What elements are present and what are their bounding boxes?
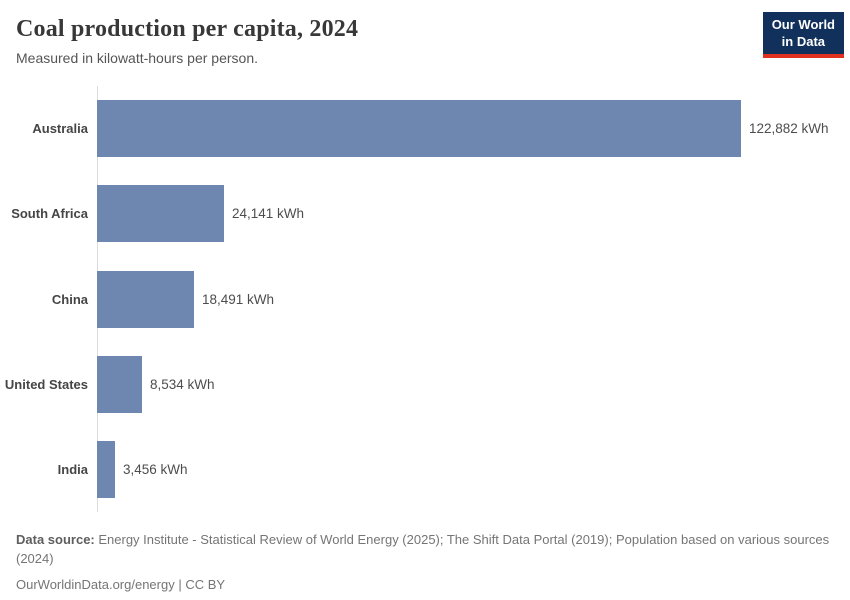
bar-row-australia: Australia 122,882 kWh [0, 86, 850, 171]
bar-row-india: India 3,456 kWh [0, 427, 850, 512]
bar-track-south-africa: 24,141 kWh [97, 185, 850, 243]
chart-subtitle: Measured in kilowatt-hours per person. [16, 50, 259, 66]
owid-logo[interactable]: Our World in Data [762, 12, 844, 58]
bar-india[interactable] [97, 440, 115, 498]
value-label-india: 3,456 kWh [123, 461, 188, 477]
bar-row-china: China 18,491 kWh [0, 256, 850, 341]
bar-rows: Australia 122,882 kWh South Africa 24,141 k… [0, 86, 850, 512]
value-label-south-africa: 24,141 kWh [232, 206, 305, 222]
entity-label-india[interactable]: India [57, 461, 88, 477]
page-title: Coal production per capita, 2024 [16, 16, 359, 42]
bar-chart: Australia 122,882 kWh South Africa 24,141 k… [0, 86, 850, 512]
value-label-australia: 122,882 kWh [749, 121, 829, 137]
entity-label-china[interactable]: China [51, 291, 88, 307]
bar-united-states[interactable] [97, 355, 142, 413]
bar-china[interactable] [97, 270, 194, 328]
owid-url-license[interactable]: OurWorldinData.org/energy | CC BY [16, 576, 226, 592]
chart-header: Coal production per capita, 2024 Measure… [0, 0, 850, 66]
owid-logo-line1: Our World [771, 17, 835, 32]
bar-track-china: 18,491 kWh [97, 270, 850, 328]
bar-track-australia: 122,882 kWh [97, 100, 850, 158]
entity-label-australia[interactable]: Australia [32, 121, 88, 137]
chart-footer: Data source: Energy Institute - Statisti… [16, 531, 834, 595]
bar-row-united-states: United States 8,534 kWh [0, 342, 850, 427]
entity-label-united-states[interactable]: United States [4, 376, 88, 392]
bar-australia[interactable] [97, 100, 741, 158]
data-source-text: Energy Institute - Statistical Review of… [16, 532, 830, 566]
bar-south-africa[interactable] [97, 185, 224, 243]
owid-logo-line2: in Data [781, 33, 826, 49]
bar-row-south-africa: South Africa 24,141 kWh [0, 171, 850, 256]
data-source-note: Data source: Energy Institute - Statisti… [16, 531, 834, 569]
data-source-label: Data source: [16, 532, 95, 547]
bar-track-india: 3,456 kWh [97, 440, 850, 498]
value-label-united-states: 8,534 kWh [150, 376, 215, 392]
value-label-china: 18,491 kWh [202, 291, 275, 307]
entity-label-south-africa[interactable]: South Africa [11, 206, 88, 222]
bar-track-united-states: 8,534 kWh [97, 355, 850, 413]
